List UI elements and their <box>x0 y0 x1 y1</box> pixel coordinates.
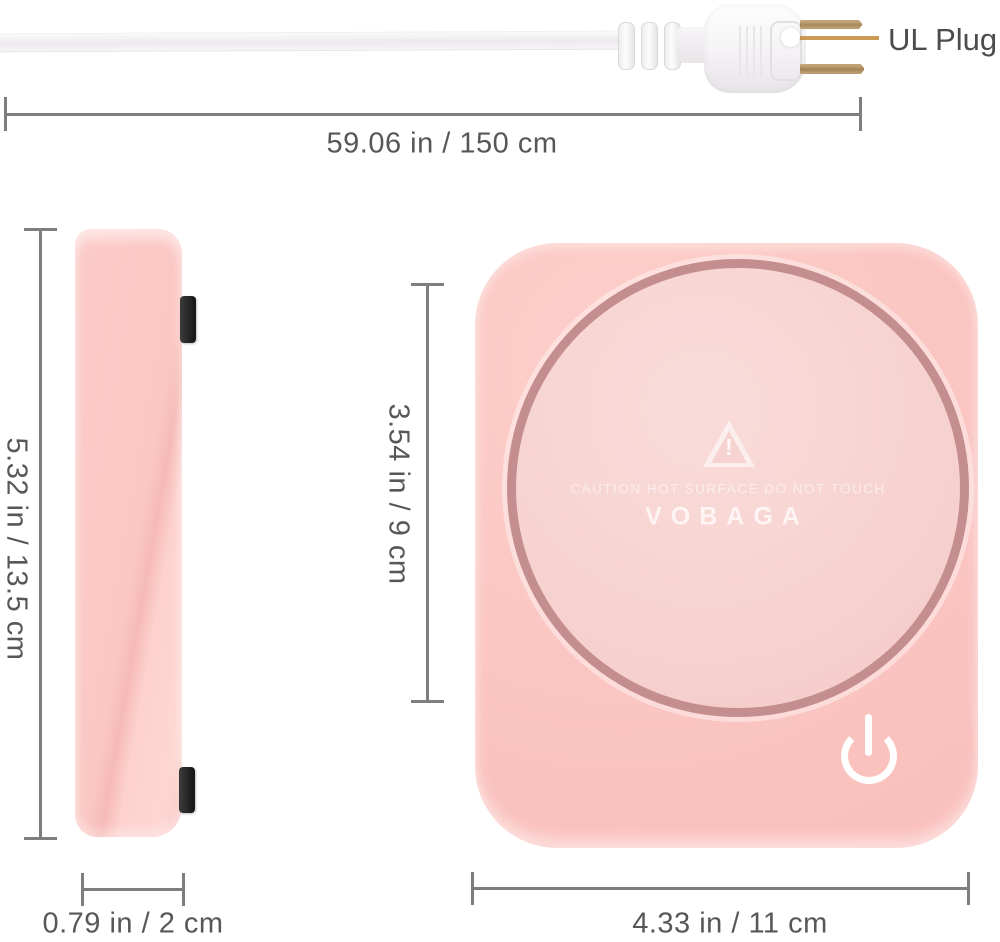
dimension-tick <box>411 283 444 286</box>
warning-exclamation: ! <box>725 434 733 460</box>
plug-highlight-dot <box>781 28 800 47</box>
plate-diameter-label: 3.54 in / 9 cm <box>382 403 415 585</box>
side-button-bottom <box>179 767 195 813</box>
plug-label: UL Plug <box>888 22 998 57</box>
power-cord <box>0 30 625 53</box>
plug-prong-bottom <box>800 64 864 74</box>
dimension-tick <box>24 228 57 231</box>
dimension-line <box>39 229 42 840</box>
dimension-tick <box>967 872 970 905</box>
dimension-tick <box>4 97 7 131</box>
dimension-tick <box>81 873 84 906</box>
power-icon-bar <box>865 714 872 756</box>
brand-logo: VOBAGA <box>645 502 809 531</box>
dimension-tick <box>24 837 57 840</box>
dimension-tick <box>859 97 862 131</box>
callout-line <box>799 36 879 40</box>
thickness-label: 0.79 in / 2 cm <box>42 907 224 940</box>
plug-grip-ridges <box>739 26 767 76</box>
dimension-line <box>5 113 862 116</box>
dimension-tick <box>182 873 185 906</box>
plug-face-outline <box>770 21 802 81</box>
height-label: 5.32 in / 13.5 cm <box>0 437 33 661</box>
power-icon <box>841 728 897 784</box>
warming-plate <box>507 259 969 717</box>
base-width-label: 4.33 in / 11 cm <box>632 907 828 940</box>
dimension-tick <box>471 872 474 905</box>
side-button-top <box>180 296 196 343</box>
dimension-line <box>472 887 969 890</box>
cord-length-label: 59.06 in / 150 cm <box>326 127 558 160</box>
strain-relief-rib <box>641 22 658 70</box>
strain-relief-rib <box>618 22 635 70</box>
dimension-tick <box>411 700 444 703</box>
plug-prong-top <box>800 20 862 29</box>
dimension-line <box>82 888 185 891</box>
plate-warning-text: CAUTION HOT SURFACE DO NOT TOUCH <box>570 481 886 497</box>
side-view-device <box>75 229 182 837</box>
dimension-line <box>426 284 429 703</box>
